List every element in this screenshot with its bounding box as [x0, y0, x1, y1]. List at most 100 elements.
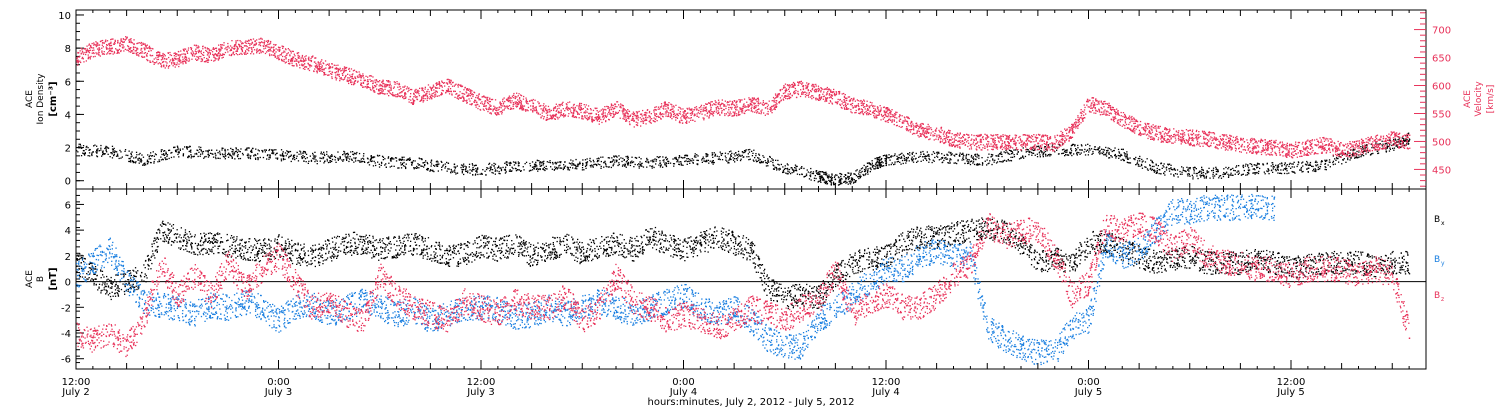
velocity-point: [83, 54, 84, 55]
ion-density-point: [314, 161, 315, 162]
velocity-point: [281, 60, 282, 61]
ion-density-point: [370, 159, 371, 160]
ion-density-point: [964, 163, 965, 164]
ion-density-point: [1290, 163, 1291, 164]
ion-density-point: [314, 157, 315, 158]
velocity-point: [96, 53, 97, 54]
ion-density-point: [1089, 148, 1090, 149]
ion-density-point: [959, 156, 960, 157]
ion-density-point: [1163, 173, 1164, 174]
ion-density-point: [1308, 168, 1309, 169]
ion-density-point: [1238, 165, 1239, 166]
ion-density-point: [516, 170, 517, 171]
ion-density-point: [614, 162, 615, 163]
ion-density-point: [149, 155, 150, 156]
ion-density-point: [430, 162, 431, 163]
ion-density-point: [1064, 155, 1065, 156]
b-tick-label: -6: [61, 355, 71, 366]
ion-density-point: [536, 165, 537, 166]
ion-density-point: [880, 159, 881, 160]
velocity-point: [90, 50, 91, 51]
velocity-point: [372, 88, 373, 89]
ion-density-point: [888, 154, 889, 155]
ion-density-point: [564, 166, 565, 167]
ion-density-point: [569, 169, 570, 170]
ion-density-point: [915, 158, 916, 159]
ion-density-point: [681, 164, 682, 165]
velocity-point: [367, 79, 368, 80]
ion-density-point: [1201, 167, 1202, 168]
ion-density-point: [218, 158, 219, 159]
velocity-point: [123, 38, 124, 39]
velocity-point: [202, 54, 203, 55]
ion-density-point: [355, 153, 356, 154]
ion-density-point: [136, 154, 137, 155]
velocity-point: [395, 94, 396, 95]
ion-density-point: [501, 170, 502, 171]
ion-density-point: [331, 154, 332, 155]
ion-density-point: [666, 163, 667, 164]
ion-density-point: [271, 153, 272, 154]
ion-density-point: [475, 165, 476, 166]
ion-density-point: [575, 167, 576, 168]
ion-density-point: [96, 146, 97, 147]
velocity-point: [279, 51, 280, 52]
ion-density-point: [1360, 156, 1361, 157]
ion-density-point: [1114, 147, 1115, 148]
velocity-point: [388, 95, 389, 96]
ion-density-point: [1013, 149, 1014, 150]
ion-density-point: [510, 169, 511, 170]
ion-density-point: [266, 158, 267, 159]
ion-density-point: [324, 155, 325, 156]
ion-density-point: [297, 152, 298, 153]
ion-density-point: [813, 171, 814, 172]
velocity-point: [147, 60, 148, 61]
velocity-point: [158, 63, 159, 64]
ion-density-point: [119, 150, 120, 151]
ion-density-point: [1231, 175, 1232, 176]
velocity-point: [439, 82, 440, 83]
ion-density-point: [462, 165, 463, 166]
ion-density-point: [424, 165, 425, 166]
velocity-point: [302, 60, 303, 61]
ion-density-point: [1160, 173, 1161, 174]
ion-density-point: [247, 155, 248, 156]
ion-density-point: [1227, 168, 1228, 169]
ion-density-point: [1145, 161, 1146, 162]
ion-density-point: [1170, 167, 1171, 168]
velocity-point: [186, 57, 187, 58]
ion-density-point: [636, 157, 637, 158]
ion-density-point: [1118, 158, 1119, 159]
ion-density-point: [1037, 156, 1038, 157]
ion-density-point: [1259, 163, 1260, 164]
ion-density-point: [886, 157, 887, 158]
ion-density-point: [165, 152, 166, 153]
ion-density-point: [849, 178, 850, 179]
ion-density-point: [397, 167, 398, 168]
ion-density-point: [660, 162, 661, 163]
ion-density-point: [427, 169, 428, 170]
ion-density-point: [290, 156, 291, 157]
velocity-point: [382, 86, 383, 87]
velocity-point: [423, 95, 424, 96]
ion-density-point: [1301, 167, 1302, 168]
velocity-point: [181, 54, 182, 55]
ion-density-point: [720, 152, 721, 153]
velocity-point: [207, 52, 208, 53]
ion-density-point: [434, 166, 435, 167]
ion-density-point: [126, 155, 127, 156]
ion-density-point: [1227, 174, 1228, 175]
ion-density-point: [341, 159, 342, 160]
velocity-point: [414, 100, 415, 101]
velocity-point: [240, 53, 241, 54]
ion-density-point: [652, 160, 653, 161]
ion-density-point: [1221, 178, 1222, 179]
ion-density-point: [1371, 153, 1372, 154]
ion-density-point: [1225, 167, 1226, 168]
ion-density-point: [929, 159, 930, 160]
ion-density-point: [645, 161, 646, 162]
ion-density-point: [381, 165, 382, 166]
velocity-point: [264, 40, 265, 41]
velocity-point: [169, 52, 170, 53]
ion-density-point: [1223, 168, 1224, 169]
